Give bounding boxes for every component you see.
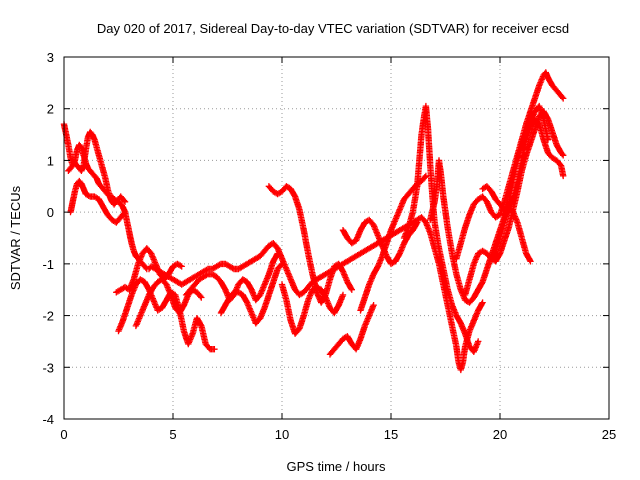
y-tick-label: -4	[42, 412, 54, 427]
plus-markers	[60, 69, 567, 374]
axis-ticks	[63, 56, 610, 420]
x-tick-label: 0	[60, 427, 67, 442]
y-tick-label: -2	[42, 309, 54, 324]
x-tick-label: 25	[602, 427, 616, 442]
chart-title: Day 020 of 2017, Sidereal Day-to-day VTE…	[97, 21, 569, 36]
x-tick-labels: 0 5 10 15 20 25	[60, 427, 616, 442]
x-tick-label: 20	[493, 427, 507, 442]
x-tick-label: 15	[384, 427, 398, 442]
plot-frame	[63, 56, 610, 420]
y-tick-label: 0	[47, 205, 54, 220]
y-tick-label: -1	[42, 257, 54, 272]
data-points	[60, 69, 567, 374]
y-tick-label: 2	[47, 102, 54, 117]
y-tick-label: -3	[42, 360, 54, 375]
x-tick-label: 10	[275, 427, 289, 442]
grid	[64, 57, 609, 419]
y-axis-label: SDTVAR / TECUs	[8, 185, 23, 290]
y-tick-label: 1	[47, 153, 54, 168]
y-tick-label: 3	[47, 50, 54, 65]
x-tick-label: 5	[169, 427, 176, 442]
y-tick-labels: -4 -3 -2 -1 0 1 2 3	[42, 50, 54, 427]
x-axis-label: GPS time / hours	[287, 459, 386, 474]
